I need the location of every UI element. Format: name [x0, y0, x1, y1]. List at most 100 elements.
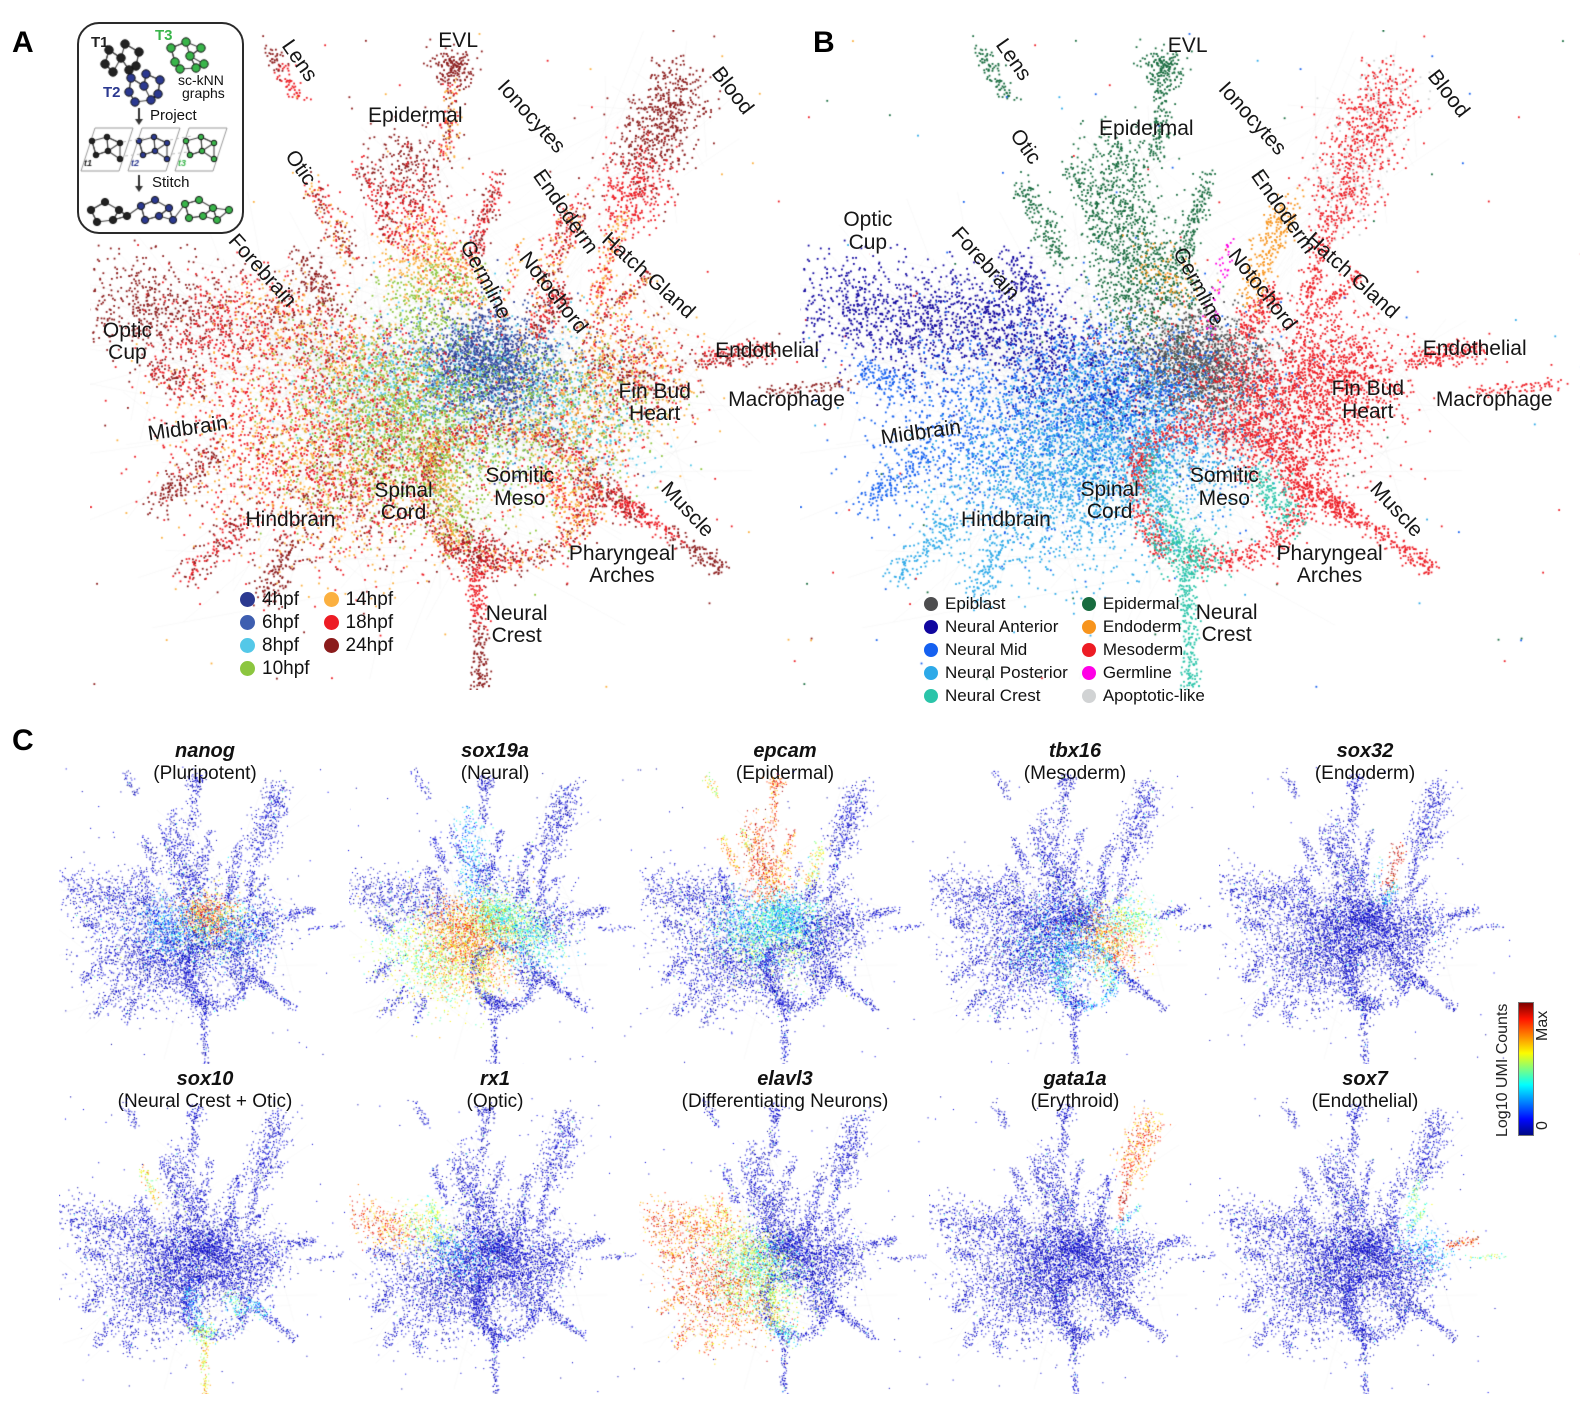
panel-a-letter: A	[12, 26, 34, 59]
legend-swatch-icon	[924, 688, 938, 703]
inset-scknn-label-line1: sc-kNN	[178, 72, 224, 88]
method-inset-diagram: T1 T3 T2 sc-kNN graphs Project Stitch	[77, 22, 244, 234]
gene-name: sox7	[1342, 1068, 1388, 1090]
legend-item: 6hpf	[240, 611, 310, 634]
legend-label: 24hpf	[345, 634, 394, 656]
legend-swatch-icon	[1081, 619, 1096, 634]
colorbar-max-label: Max	[1534, 1010, 1551, 1042]
gene-embedding-canvas-gata1a	[929, 1096, 1221, 1394]
legend-swatch-icon	[1081, 596, 1096, 611]
legend-swatch-icon	[240, 615, 255, 630]
legend-swatch-icon	[1081, 642, 1096, 657]
legend-item: Endoderm	[1081, 615, 1205, 638]
region-label-epidermal: Epidermal	[367, 104, 463, 128]
region-label-pharyngeal-arches: Pharyngeal Arches	[568, 541, 676, 587]
gene-embedding-canvas-sox32	[1219, 766, 1511, 1064]
legend-swatch-icon	[924, 596, 938, 611]
panel-c-letter: C	[12, 724, 34, 757]
region-label-pharyngeal-arches: Pharyngeal Arches	[1276, 541, 1383, 587]
legend-label: Germline	[1102, 662, 1172, 682]
inset-stitch-label: Stitch	[152, 174, 190, 191]
legend-label: Neural Anterior	[945, 616, 1059, 636]
legend-label: 6hpf	[262, 611, 299, 633]
region-label-spinal-cord: Spinal Cord	[374, 478, 433, 524]
legend-item: 8hpf	[240, 634, 310, 657]
legend-item: Mesoderm	[1081, 638, 1205, 661]
legend-label: 10hpf	[262, 657, 310, 679]
legend-swatch-icon	[1081, 665, 1096, 680]
gene-name: nanog	[175, 740, 235, 762]
expression-colorbar: Log10 UMI Counts Max 0	[1492, 996, 1562, 1144]
panel-b-embedding: Lens EVL Epidermal Ionocytes Blood Otic Optic …	[800, 30, 1580, 705]
colorbar-min-label: 0	[1534, 1121, 1551, 1131]
gene-name: sox19a	[461, 740, 529, 762]
region-label-hindbrain: Hindbrain	[960, 507, 1051, 531]
lineage-legend: Epiblast Neural Anterior Neural Mid Neural …	[924, 592, 1205, 707]
legend-item: Neural Crest	[924, 684, 1068, 707]
legend-item: Epiblast	[924, 592, 1068, 615]
gene-embedding-canvas-sox19a	[349, 766, 641, 1064]
region-label-spinal-cord: Spinal Cord	[1080, 477, 1139, 524]
legend-swatch-icon	[240, 638, 255, 653]
stage-legend: 4hpf 6hpf 8hpf 10hpf 14hpf 18hpf 24hpf	[240, 588, 393, 680]
gene-name: tbx16	[1048, 740, 1102, 762]
legend-item: 18hpf	[323, 611, 394, 634]
region-label-hindbrain: Hindbrain	[245, 507, 336, 531]
region-label-endothelial: Endothelial	[1422, 337, 1527, 361]
region-label-optic-cup: Optic Cup	[843, 208, 893, 254]
legend-item: 14hpf	[323, 588, 394, 611]
panel-b-embedding-canvas	[800, 30, 1580, 690]
legend-swatch-icon	[924, 642, 938, 657]
gene-name: elavl3	[757, 1068, 813, 1090]
legend-label: Apoptotic-like	[1102, 685, 1205, 705]
inset-project-label: Project	[150, 107, 197, 124]
gene-embedding-canvas-epcam	[639, 766, 931, 1064]
legend-item: Germline	[1081, 661, 1205, 684]
legend-item: Neural Mid	[924, 638, 1068, 661]
inset-t1-label: T1	[91, 34, 109, 51]
gene-embedding-canvas-sox10	[59, 1096, 351, 1394]
legend-label: Endoderm	[1102, 616, 1182, 636]
gene-name: gata1a	[1043, 1068, 1107, 1090]
colorbar-gradient	[1518, 1002, 1534, 1136]
legend-item: 10hpf	[240, 657, 310, 680]
gene-embedding-canvas-rx1	[349, 1096, 641, 1394]
gene-name: sox32	[1336, 740, 1394, 762]
legend-label: 4hpf	[262, 588, 299, 610]
legend-label: Neural Mid	[945, 639, 1028, 659]
gene-name: sox10	[176, 1068, 234, 1090]
region-label-neural-crest: Neural Crest	[1195, 600, 1258, 646]
method-inset-canvas	[79, 24, 242, 232]
legend-label: Epidermal	[1102, 593, 1180, 613]
legend-label: Epiblast	[945, 593, 1006, 613]
legend-swatch-icon	[323, 592, 339, 607]
legend-label: 14hpf	[345, 588, 394, 610]
legend-swatch-icon	[240, 592, 255, 607]
legend-item: Neural Anterior	[924, 615, 1068, 638]
legend-swatch-icon	[240, 661, 255, 676]
gene-name: rx1	[479, 1068, 511, 1090]
legend-swatch-icon	[924, 665, 938, 680]
legend-swatch-icon	[924, 619, 938, 634]
legend-label: Mesoderm	[1102, 639, 1184, 659]
region-label-macrophage: Macrophage	[1435, 388, 1553, 412]
legend-item: Neural Posterior	[924, 661, 1068, 684]
inset-t3-label: T3	[155, 27, 173, 44]
legend-item: Apoptotic-like	[1081, 684, 1205, 707]
gene-embedding-canvas-sox7	[1219, 1096, 1511, 1394]
region-label-endothelial: Endothelial	[715, 338, 819, 362]
region-label-evl: EVL	[1167, 33, 1208, 57]
gene-embedding-canvas-tbx16	[929, 766, 1221, 1064]
gene-embedding-canvas-nanog	[59, 766, 351, 1064]
colorbar-title: Log10 UMI Counts	[1494, 1003, 1511, 1137]
legend-item: 24hpf	[323, 634, 394, 657]
legend-swatch-icon	[1081, 688, 1096, 703]
region-label-neural-crest: Neural Crest	[485, 601, 548, 647]
legend-swatch-icon	[323, 615, 339, 630]
gene-name: epcam	[753, 740, 817, 762]
legend-label: Neural Crest	[945, 685, 1041, 705]
legend-item: Epidermal	[1081, 592, 1205, 615]
legend-label: 18hpf	[345, 611, 394, 633]
region-label-epidermal: Epidermal	[1099, 116, 1194, 140]
